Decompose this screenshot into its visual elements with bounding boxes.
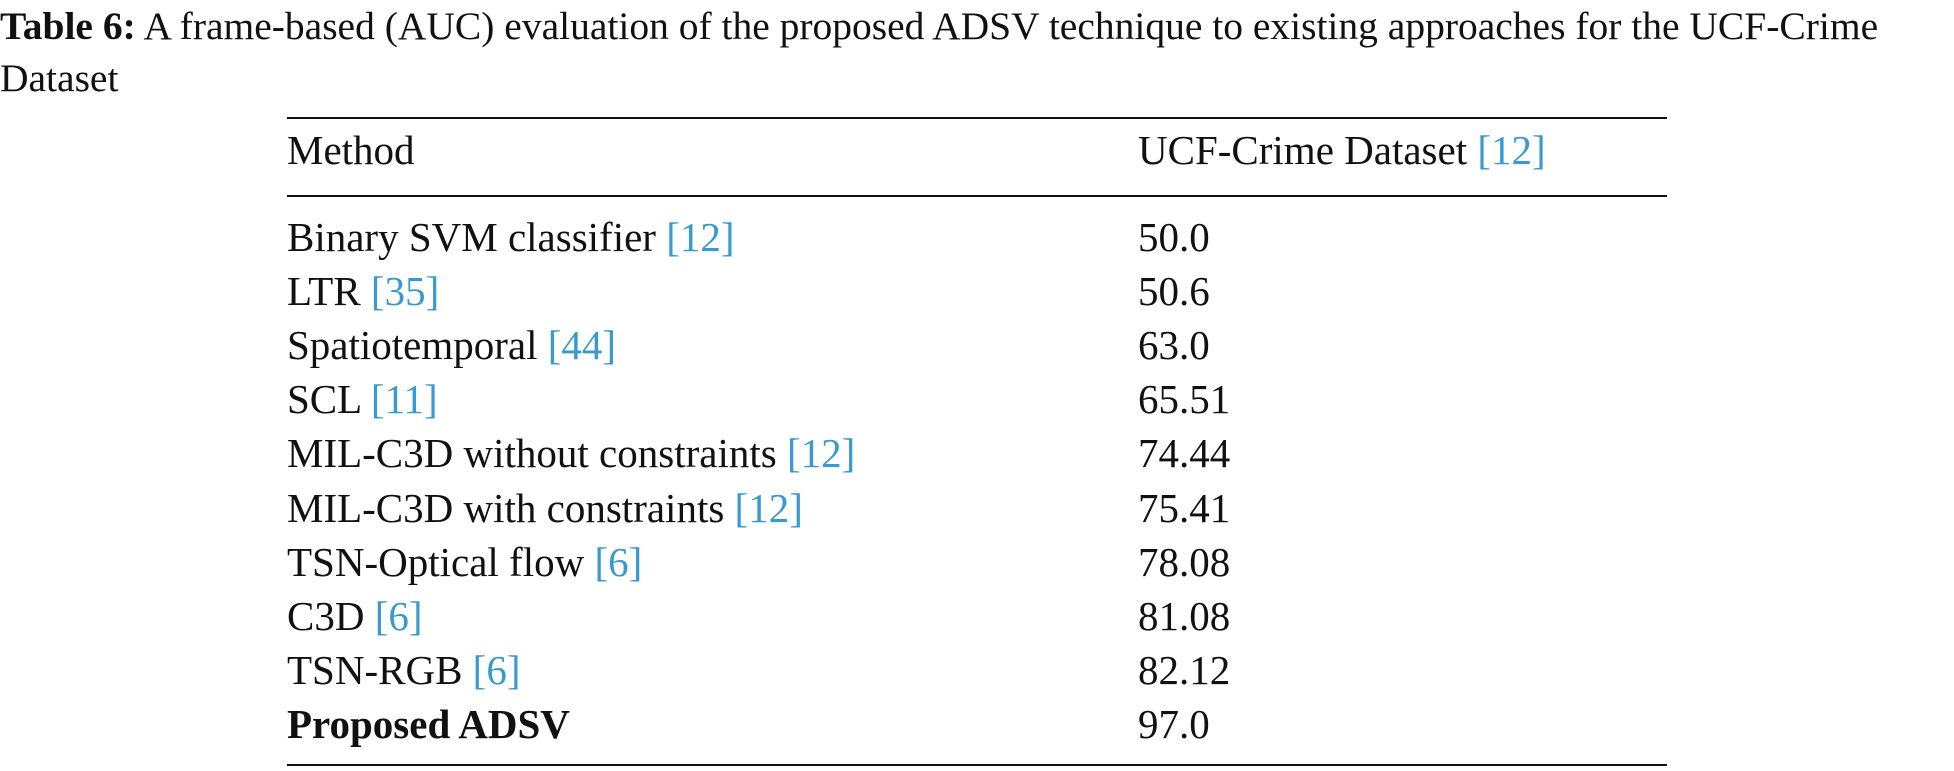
citation: [11] [370,376,438,423]
citation: [6] [472,646,521,693]
auc-value: 74.44 [1138,430,1231,477]
caption-text: A frame-based (AUC) evaluation of the pr… [0,4,1879,100]
header-method: Method [287,127,415,173]
method-name: TSN-Optical flow [287,538,585,585]
auc-value: 50.6 [1138,268,1210,315]
citation: [44] [547,322,617,369]
caption-label: Table 6: [0,4,136,48]
method-cell: C3D [6] [287,591,423,641]
top-rule [287,117,1667,119]
auc-value: 75.41 [1138,484,1231,531]
method-cell: MIL-C3D without constraints [12] [287,428,855,478]
auc-value: 78.08 [1138,538,1231,585]
method-name: SCL [287,376,361,423]
header-dataset: UCF-Crime Dataset [12] [1138,125,1546,175]
method-name: Binary SVM classifier [287,214,656,260]
method-name: Proposed ADSV [287,700,570,747]
method-cell: Proposed ADSV [287,699,570,749]
citation: [12] [786,430,856,477]
caption: Table 6: A frame-based (AUC) evaluation … [0,0,1954,104]
citation: [6] [374,592,423,639]
auc-value: 63.0 [1138,322,1210,369]
header-ref: [12] [1477,127,1546,173]
auc-value: 65.51 [1138,376,1231,423]
auc-value: 81.08 [1138,592,1231,639]
method-cell: LTR [35] [287,266,439,316]
method-name: LTR [287,268,361,315]
citation: [12] [666,214,735,260]
citation: [12] [734,484,803,531]
method-cell: MIL-C3D with constraints [12] [287,483,803,533]
method-cell: Binary SVM classifier [12] [287,212,735,262]
method-name: C3D [287,592,365,639]
method-name: MIL-C3D without constraints [287,430,777,477]
method-name: TSN-RGB [287,646,463,693]
method-name: Spatiotemporal [287,322,538,369]
auc-value: 50.0 [1138,214,1210,260]
citation: [6] [594,538,643,585]
method-name: MIL-C3D with constraints [287,484,725,531]
auc-value: 82.12 [1138,646,1231,693]
bottom-rule [287,764,1667,766]
auc-value: 97.0 [1138,700,1210,747]
method-cell: TSN-RGB [6] [287,645,520,695]
mid-rule [287,195,1667,197]
method-cell: SCL [11] [287,374,438,424]
method-cell: Spatiotemporal [44] [287,320,616,370]
method-cell: TSN-Optical flow [6] [287,537,642,587]
header-dataset-name: UCF-Crime Dataset [1138,127,1468,173]
citation: [35] [370,268,440,315]
